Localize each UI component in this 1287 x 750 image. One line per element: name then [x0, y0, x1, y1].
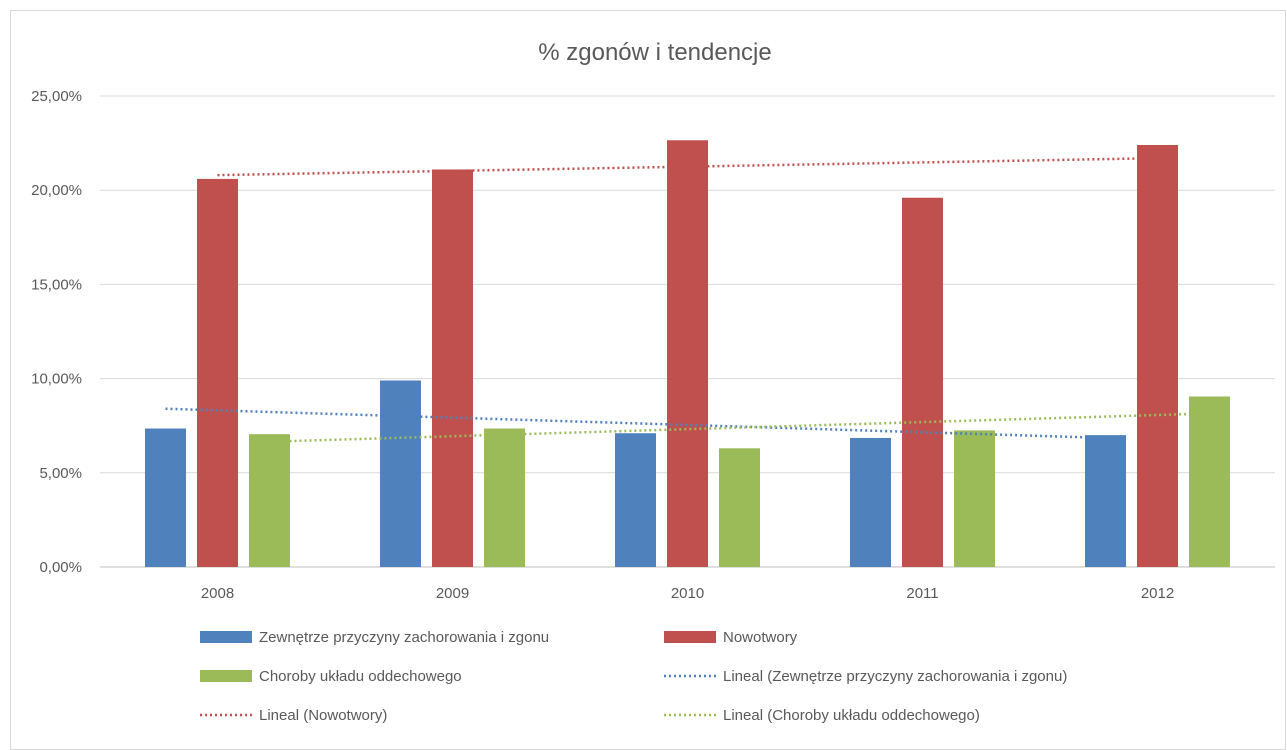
trendlines	[165, 156, 1210, 443]
legend-label: Nowotwory	[723, 629, 798, 646]
legend-swatch	[200, 670, 252, 682]
legend-label: Zewnętrze przyczyny zachorowania i zgonu	[259, 629, 549, 646]
y-axis: 0,00% 5,00% 10,00% 15,00% 20,00% 25,00%	[31, 88, 82, 576]
x-tick-label: 2010	[671, 585, 704, 602]
legend-label: Lineal (Nowotwory)	[259, 707, 387, 724]
chart-title: % zgonów i tendencje	[538, 39, 771, 66]
trendline	[269, 412, 1210, 443]
legend-label: Lineal (Choroby układu oddechowego)	[723, 707, 980, 724]
bar	[249, 434, 290, 567]
x-tick-label: 2011	[906, 585, 938, 602]
x-tick-label: 2009	[436, 585, 469, 602]
bar	[667, 140, 708, 568]
bar	[902, 197, 943, 567]
y-tick-label: 20,00%	[31, 182, 82, 199]
bar	[145, 428, 186, 567]
legend-swatch	[664, 631, 716, 643]
bars	[145, 140, 1230, 568]
bar	[484, 428, 525, 567]
legend-swatch	[200, 631, 252, 643]
y-tick-label: 0,00%	[39, 559, 82, 576]
bar	[1085, 435, 1126, 567]
y-tick-label: 10,00%	[31, 371, 82, 388]
bar	[719, 448, 760, 567]
bar	[850, 437, 891, 567]
bar	[380, 380, 421, 567]
legend-label: Choroby układu oddechowego	[259, 668, 462, 685]
bar	[954, 430, 995, 567]
x-axis: 2008 2009 2010 2011 2012	[201, 585, 1174, 602]
bar	[1137, 144, 1178, 567]
trendline	[217, 156, 1158, 177]
bar	[197, 178, 238, 567]
bar	[615, 433, 656, 567]
legend: Zewnętrze przyczyny zachorowania i zgonu…	[200, 629, 1067, 724]
x-tick-label: 2012	[1141, 585, 1174, 602]
x-tick-label: 2008	[201, 585, 234, 602]
y-tick-label: 5,00%	[39, 465, 82, 482]
bar	[432, 169, 473, 567]
y-tick-label: 15,00%	[31, 276, 82, 293]
chart: % zgonów i tendencje 0,00% 5,00% 10,00% 15,…	[31, 39, 1275, 724]
trendline	[165, 407, 1106, 440]
bar	[1189, 396, 1230, 567]
legend-label: Lineal (Zewnętrze przyczyny zachorowania…	[723, 668, 1067, 685]
y-tick-label: 25,00%	[31, 88, 82, 105]
